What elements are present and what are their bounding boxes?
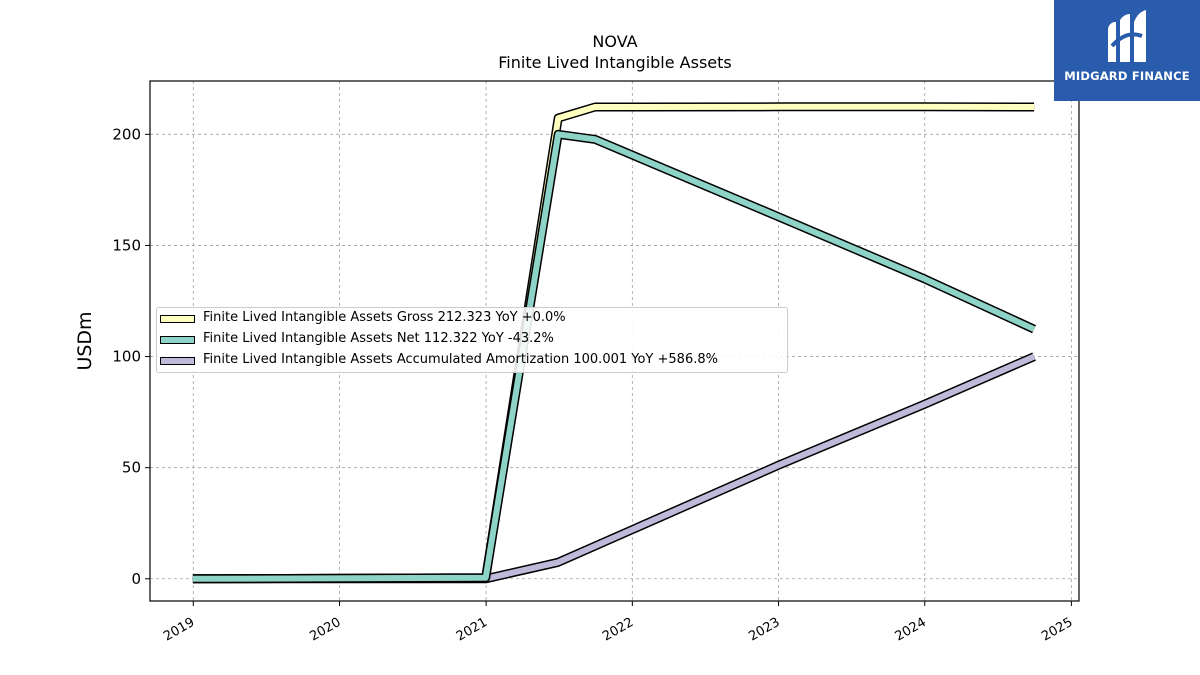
y-tick-label: 0 [131,570,141,588]
x-tick-label: 2021 [454,615,490,645]
logo-text: MIDGARD FINANCE [1064,69,1190,83]
legend-label-gross: Finite Lived Intangible Assets Gross 212… [203,310,566,325]
axis-ticks: 0 50 100 150 200 2019 2020 2021 2022 2023 2024 2025 [112,125,1075,644]
logo-mark-icon [1108,10,1146,62]
legend-item-gross: Finite Lived Intangible Assets Gross 212… [157,310,787,333]
legend-swatch-gross [160,315,195,323]
x-tick-label: 2019 [161,615,197,645]
legend-item-net: Finite Lived Intangible Assets Net 112.3… [157,331,787,354]
y-tick-label: 50 [122,459,141,477]
series-line-1 [192,131,1036,582]
y-tick-label: 150 [112,236,141,254]
series-layer [192,102,1036,584]
chart-title: NOVA [592,32,637,51]
plot-frame [149,80,1080,602]
legend-item-amortization: Finite Lived Intangible Assets Accumulat… [157,352,787,375]
legend-swatch-amortization [160,357,195,365]
x-tick-label: 2024 [893,615,929,645]
y-tick-label: 100 [112,348,141,366]
x-tick-label: 2025 [1039,615,1075,645]
legend: Finite Lived Intangible Assets Gross 212… [156,307,788,373]
x-tick-label: 2022 [600,615,636,645]
x-tick-label: 2023 [746,615,782,645]
legend-swatch-net [160,336,195,344]
legend-label-net: Finite Lived Intangible Assets Net 112.3… [203,331,554,346]
chart-subtitle: Finite Lived Intangible Assets [498,53,731,72]
x-tick-label: 2020 [307,615,343,645]
legend-label-amortization: Finite Lived Intangible Assets Accumulat… [203,352,718,367]
y-axis-label: USDm [74,311,96,370]
brand-logo: MIDGARD FINANCE [1054,0,1200,101]
y-tick-label: 200 [112,125,141,143]
